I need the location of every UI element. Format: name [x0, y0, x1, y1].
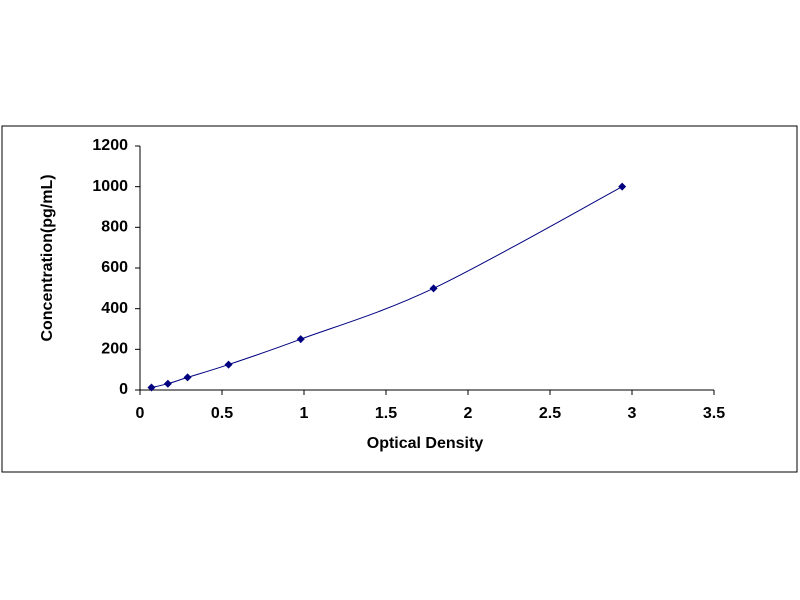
y-tick-label: 1000	[92, 178, 128, 195]
x-tick-label: 2.5	[539, 405, 561, 422]
y-tick-label: 1200	[92, 137, 128, 154]
x-tick-label: 3	[628, 405, 637, 422]
data-point	[224, 360, 233, 369]
y-tick-label: 800	[101, 219, 128, 236]
y-axis-label: Concentration(pg/mL)	[39, 174, 56, 341]
x-tick-label: 2	[464, 405, 473, 422]
chart-frame	[1, 125, 798, 473]
y-tick-label: 400	[101, 300, 128, 317]
data-point	[618, 182, 627, 191]
data-point	[183, 373, 192, 382]
x-tick-label: 0	[136, 405, 145, 422]
x-tick-label: 1.5	[375, 405, 397, 422]
y-tick-label: 0	[119, 381, 128, 398]
x-tick-label: 0.5	[211, 405, 233, 422]
y-tick-label: 200	[101, 341, 128, 358]
data-point	[296, 335, 305, 344]
x-axis-label: Optical Density	[367, 435, 484, 452]
data-point	[147, 383, 156, 392]
x-tick-label: 3.5	[703, 405, 725, 422]
y-tick-label: 600	[101, 259, 128, 276]
data-point	[163, 379, 172, 388]
data-point	[429, 284, 438, 293]
x-tick-label: 1	[300, 405, 309, 422]
